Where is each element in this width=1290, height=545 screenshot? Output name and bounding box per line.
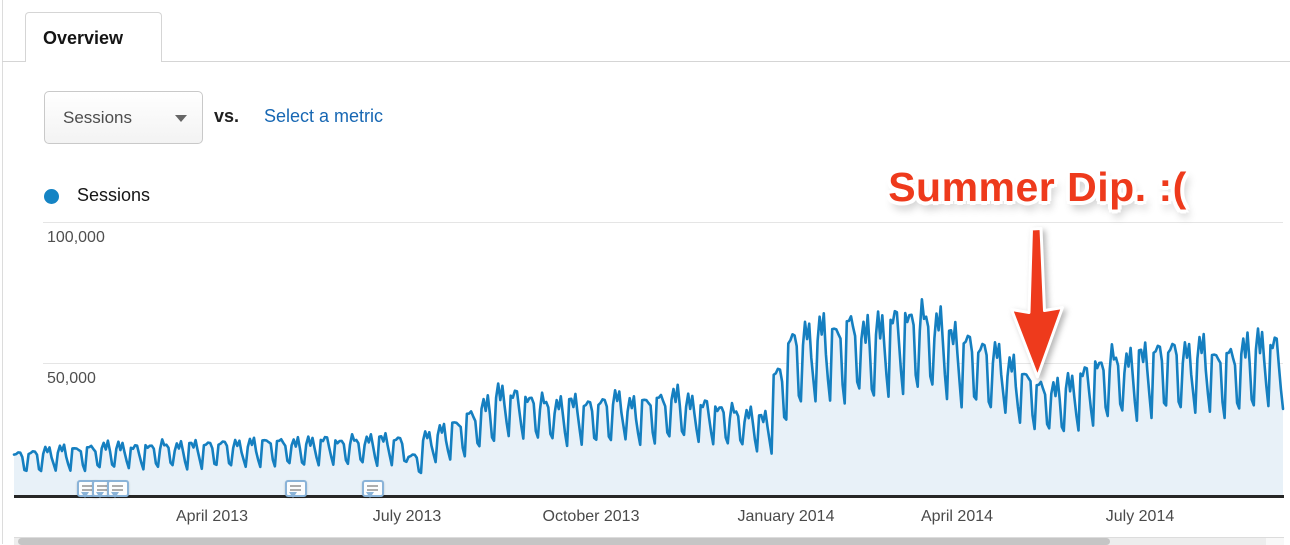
horizontal-scrollbar[interactable] (14, 537, 1284, 545)
x-axis-line (14, 495, 1284, 498)
vs-label: vs. (214, 106, 240, 126)
select-metric-link[interactable]: Select a metric (264, 106, 384, 126)
sessions-legend-dot-icon (44, 189, 59, 204)
sessions-line (12, 298, 1285, 475)
gridline-50k (43, 363, 1283, 364)
summer-dip-label: Summer Dip. :( (888, 164, 1187, 210)
scrollbar-thumb[interactable] (18, 538, 1110, 545)
x-axis-label: January 2014 (737, 508, 835, 525)
chevron-down-icon (175, 115, 187, 122)
tab-overview[interactable]: Overview (25, 12, 163, 62)
x-axis-label: April 2014 (920, 508, 994, 525)
annotation-marker-icon[interactable] (285, 480, 307, 498)
scrollbar-corner (1266, 538, 1284, 545)
y-axis-label-50k: 50,000 (47, 370, 96, 387)
metric-dropdown-value: Sessions (63, 108, 132, 127)
annotation-marker-icon[interactable] (107, 480, 129, 498)
tab-bar-divider (2, 61, 1290, 62)
gridline-100k (43, 222, 1283, 223)
tab-overview-label: Overview (43, 28, 124, 48)
x-axis-label: July 2013 (372, 508, 442, 525)
sessions-legend-label: Sessions (77, 185, 151, 205)
annotation-marker-icon[interactable] (362, 480, 384, 498)
panel-left-border (2, 0, 3, 544)
sessions-area-fill (14, 299, 1283, 497)
y-axis-label-100k: 100,000 (47, 229, 105, 246)
x-axis-label: April 2013 (175, 508, 249, 525)
metric-dropdown[interactable]: Sessions (44, 91, 203, 144)
x-axis-label: July 2014 (1105, 508, 1175, 525)
x-axis-label: October 2013 (542, 508, 640, 525)
